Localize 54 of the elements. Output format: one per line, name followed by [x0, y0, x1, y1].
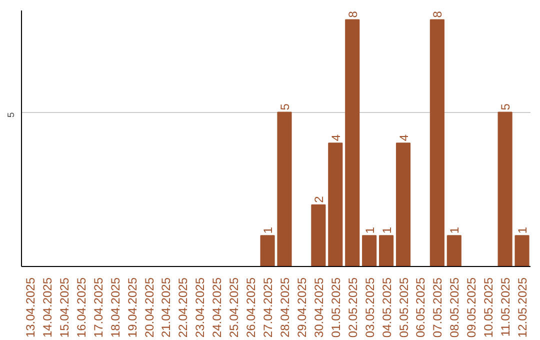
x-tick-label: 12.05.2025 [516, 277, 530, 338]
x-tick-label: 14.04.2025 [40, 277, 54, 338]
bar [345, 19, 360, 266]
data-label: 5 [278, 103, 292, 110]
x-tick-label: 05.05.2025 [396, 277, 411, 338]
bar [446, 235, 462, 266]
data-label: 1 [516, 226, 530, 234]
x-tick-label: 25.04.2025 [227, 277, 242, 338]
bar [328, 142, 343, 266]
bar [378, 235, 394, 266]
x-tick-label: 23.04.2025 [193, 277, 208, 338]
x-tick-label: 16.04.2025 [74, 277, 88, 338]
x-tick-label: 15.04.2025 [57, 277, 72, 338]
data-label: 8 [346, 10, 360, 18]
bar [260, 235, 275, 266]
bar [430, 19, 444, 266]
x-tick-label: 13.04.2025 [23, 277, 38, 338]
bar [311, 204, 326, 266]
bar [362, 235, 377, 266]
x-tick-label: 24.04.2025 [210, 277, 224, 338]
x-tick-label: 28.04.2025 [278, 277, 292, 338]
data-label: 1 [380, 226, 394, 234]
x-tick-label: 02.05.2025 [346, 277, 360, 338]
x-tick-label: 09.05.2025 [464, 277, 479, 338]
x-tick-label: 06.05.2025 [414, 277, 428, 338]
x-tick-label: 30.04.2025 [312, 277, 326, 338]
x-tick-label: 22.04.2025 [176, 277, 190, 338]
data-label: 4 [396, 134, 411, 142]
x-tick-label: 07.05.2025 [430, 277, 445, 338]
x-tick-label: 04.05.2025 [380, 277, 394, 338]
x-tick-label: 11.05.2025 [498, 277, 513, 337]
data-label: 4 [328, 134, 343, 142]
x-tick-label: 03.05.2025 [362, 277, 377, 338]
x-tick-label: 27.04.2025 [261, 277, 276, 338]
x-tick-label: 08.05.2025 [448, 277, 462, 338]
data-label: 2 [312, 196, 326, 203]
bar [498, 112, 512, 266]
bar [277, 112, 292, 266]
data-label: 1 [261, 226, 276, 234]
x-tick-label: 19.04.2025 [125, 277, 140, 338]
x-tick-label: 10.05.2025 [482, 277, 496, 338]
x-tick-label: 01.05.2025 [328, 277, 343, 338]
data-label: 1 [448, 226, 462, 234]
x-tick-label: 29.04.2025 [294, 277, 309, 338]
x-tick-label: 17.04.2025 [91, 277, 106, 338]
data-label: 5 [498, 103, 513, 110]
data-label: 8 [430, 10, 445, 18]
x-tick-label: 26.04.2025 [244, 277, 258, 338]
bar [514, 235, 530, 266]
x-tick-label: 18.04.2025 [108, 277, 122, 338]
x-tick-label: 20.04.2025 [142, 277, 156, 338]
bar [396, 142, 411, 266]
data-label: 1 [362, 226, 377, 234]
x-tick-label: 21.04.2025 [159, 277, 174, 338]
